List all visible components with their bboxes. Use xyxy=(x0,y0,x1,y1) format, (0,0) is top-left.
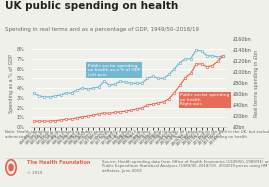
Text: Source: Health spending data from Office of Health Economics (1949/50–1989/91) a: Source: Health spending data from Office… xyxy=(102,160,269,173)
Text: Public sector spending
on health
Right axis: Public sector spending on health Right a… xyxy=(180,93,229,106)
Y-axis label: Real terms spending in £bn: Real terms spending in £bn xyxy=(254,50,259,117)
Text: UK public spending on health: UK public spending on health xyxy=(5,1,179,11)
Text: © 2019: © 2019 xyxy=(27,171,42,175)
Text: Note: Health spending is measured as public spending by health 'function', and i: Note: Health spending is measured as pub… xyxy=(5,130,269,139)
Text: Public sector spending
on health as a % of GDP
Left axis: Public sector spending on health as a % … xyxy=(88,64,140,77)
Y-axis label: Spending as a % of GDP: Spending as a % of GDP xyxy=(9,54,14,113)
Circle shape xyxy=(9,164,13,171)
Text: Spending in real terms and as a percentage of GDP, 1949/50–2018/19: Spending in real terms and as a percenta… xyxy=(5,27,199,32)
Text: The Health Foundation: The Health Foundation xyxy=(27,160,90,165)
